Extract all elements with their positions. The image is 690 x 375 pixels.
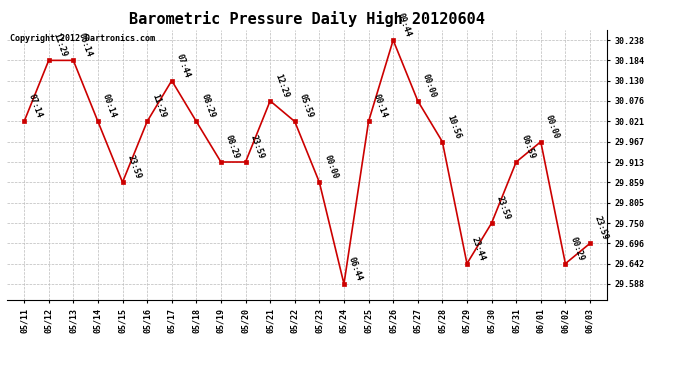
Text: 08:29: 08:29 (224, 134, 241, 160)
Text: 11:29: 11:29 (150, 93, 167, 120)
Text: 23:59: 23:59 (495, 195, 511, 221)
Text: 07:14: 07:14 (27, 93, 44, 120)
Text: 00:14: 00:14 (101, 93, 118, 120)
Text: 23:44: 23:44 (470, 235, 487, 262)
Text: 23:59: 23:59 (248, 134, 266, 160)
Text: 05:59: 05:59 (297, 93, 315, 120)
Text: 10:56: 10:56 (445, 113, 462, 140)
Text: 06:14: 06:14 (77, 32, 93, 58)
Text: Copyright 2012 Dartronics.com: Copyright 2012 Dartronics.com (10, 34, 155, 43)
Text: 09:44: 09:44 (396, 12, 413, 38)
Text: 12:29: 12:29 (273, 72, 290, 99)
Text: 06:44: 06:44 (347, 255, 364, 282)
Text: 06:59: 06:59 (519, 134, 536, 160)
Text: 23:59: 23:59 (593, 215, 610, 242)
Text: 23:59: 23:59 (126, 154, 143, 180)
Text: 07:44: 07:44 (175, 52, 192, 79)
Text: 11:29: 11:29 (52, 32, 69, 58)
Text: 00:29: 00:29 (569, 235, 585, 262)
Text: 00:00: 00:00 (544, 113, 561, 140)
Text: 00:14: 00:14 (371, 93, 388, 120)
Text: 00:00: 00:00 (322, 154, 339, 180)
Text: 00:00: 00:00 (421, 72, 437, 99)
Text: 08:29: 08:29 (199, 93, 216, 120)
Title: Barometric Pressure Daily High 20120604: Barometric Pressure Daily High 20120604 (129, 12, 485, 27)
